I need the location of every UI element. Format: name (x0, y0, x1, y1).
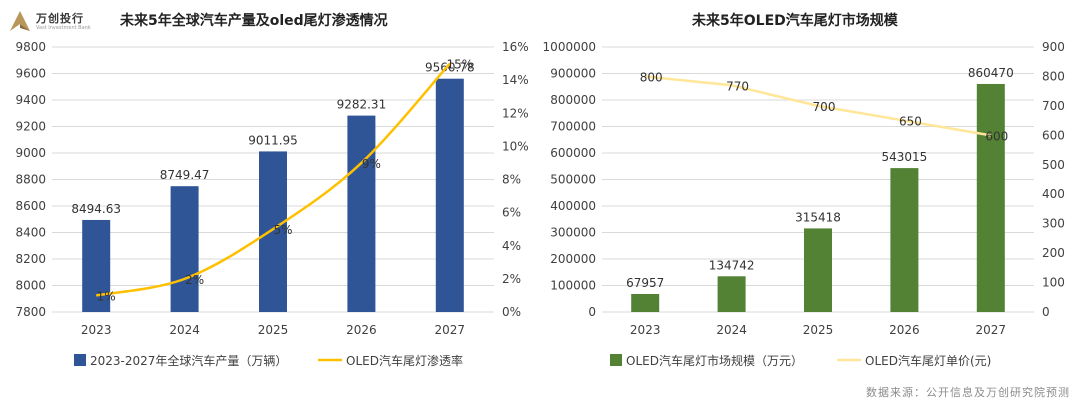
production-y2-tick: 8% (502, 173, 521, 187)
production-x-tick: 2024 (169, 323, 200, 337)
market-y2-tick: 400 (1042, 187, 1065, 201)
market-bar (631, 293, 660, 312)
market-y-tick: 100000 (550, 279, 596, 293)
production-y2-tick: 10% (502, 139, 529, 153)
market-y-tick: 800000 (550, 93, 596, 107)
market-legend-bar-swatch (610, 354, 622, 366)
production-bar (435, 78, 464, 312)
production-line-label: 1% (97, 289, 116, 303)
market-bar-label: 860470 (968, 66, 1014, 80)
production-line-label: 9% (362, 157, 381, 171)
market-series-line (645, 75, 992, 137)
market-x-tick: 2023 (630, 323, 661, 337)
market-legend-line-label: OLED汽车尾灯单价(元) (865, 353, 991, 368)
production-bar-label: 9011.95 (248, 133, 298, 147)
production-y-tick: 9600 (15, 67, 46, 81)
market-y-tick: 500000 (550, 173, 596, 187)
market-bar-label: 543015 (881, 150, 927, 164)
production-y-tick: 9400 (15, 93, 46, 107)
production-y2-tick: 4% (502, 239, 521, 253)
market-x-tick: 2025 (803, 323, 834, 337)
market-bar (890, 168, 919, 312)
production-bar (170, 186, 199, 312)
market-x-tick: 2024 (716, 323, 747, 337)
production-x-tick: 2026 (346, 323, 377, 337)
production-bar (82, 219, 111, 312)
market-y2-tick: 200 (1042, 246, 1065, 260)
logo-name: 万创投行 (36, 12, 84, 25)
production-y-tick: 9800 (15, 40, 46, 54)
production-x-tick: 2023 (81, 323, 112, 337)
chart-title-production: 未来5年全球汽车产量及oled尾灯渗透情况 (120, 13, 388, 29)
production-series-line (95, 62, 451, 297)
production-y-tick: 9200 (15, 120, 46, 134)
production-y-tick: 8400 (15, 226, 46, 240)
production-bar (347, 115, 376, 312)
production-y2-tick: 14% (502, 73, 529, 87)
production-bar-label: 8494.63 (71, 202, 121, 216)
market-line-label: 700 (813, 100, 836, 114)
market-y2-tick: 600 (1042, 128, 1065, 142)
production-y2-tick: 0% (502, 305, 521, 319)
market-x-tick: 2026 (889, 323, 920, 337)
production-y2-tick: 16% (502, 40, 529, 54)
production-legend-bar-swatch (74, 354, 86, 366)
market-y-tick: 400000 (550, 199, 596, 213)
market-y-tick: 0 (588, 305, 596, 319)
production-bar-label: 9282.31 (337, 98, 387, 112)
market-line-label: 800 (640, 70, 663, 84)
market-line-label: 600 (985, 129, 1008, 143)
production-y-tick: 8200 (15, 252, 46, 266)
market-y2-tick: 800 (1042, 69, 1065, 83)
market-y-tick: 600000 (550, 146, 596, 160)
market-bar-label: 134742 (709, 258, 755, 272)
market-x-tick: 2027 (976, 323, 1007, 337)
production-y2-tick: 6% (502, 206, 521, 220)
market-bar (717, 276, 746, 312)
source-note: 数据来源：公开信息及万创研究院预测 (866, 386, 1070, 399)
market-bar-label: 67957 (626, 276, 664, 290)
production-legend-bar-label: 2023-2027年全球汽车产量（万辆） (90, 353, 287, 368)
production-bar (259, 151, 287, 312)
production-y-tick: 8600 (15, 199, 46, 213)
production-y-tick: 9000 (15, 146, 46, 160)
market-line-label: 650 (899, 115, 922, 129)
production-line-label: 15% (446, 58, 473, 72)
production-x-tick: 2027 (435, 323, 466, 337)
market-y2-tick: 100 (1042, 276, 1065, 290)
brand-logo: 万创投行 Vast Investment Bank (8, 6, 118, 36)
market-chart: 0 100000 200000 300000 400000 500000 600000 700… (543, 40, 1065, 368)
market-bar-label: 315418 (795, 210, 841, 224)
logo-mark-icon (10, 11, 30, 31)
production-line-label: 5% (273, 223, 292, 237)
market-y-tick: 700000 (550, 120, 596, 134)
market-y2-tick: 500 (1042, 158, 1065, 172)
chart-title-market: 未来5年OLED汽车尾灯市场规模 (692, 13, 898, 29)
production-bar-label: 8749.47 (160, 168, 210, 182)
production-bar-label: 9560.78 (425, 61, 475, 75)
market-line-label: 770 (726, 79, 749, 93)
market-y-tick: 300000 (550, 226, 596, 240)
production-legend-line-label: OLED汽车尾灯渗透率 (346, 353, 463, 368)
production-y-tick: 8800 (15, 173, 46, 187)
production-y2-tick: 2% (502, 272, 521, 286)
market-bar (804, 228, 832, 312)
market-y2-tick: 900 (1042, 40, 1065, 54)
market-y2-tick: 700 (1042, 99, 1065, 113)
production-y2-tick: 12% (502, 106, 529, 120)
market-legend-bar-label: OLED汽车尾灯市场规模（万元） (626, 353, 803, 368)
production-y-tick: 7800 (15, 305, 46, 319)
production-line-label: 2% (185, 273, 204, 287)
production-x-tick: 2025 (258, 323, 289, 337)
logo-subtitle: Vast Investment Bank (36, 25, 91, 31)
market-y-tick: 1000000 (543, 40, 596, 54)
market-bar (976, 83, 1005, 312)
market-y2-tick: 0 (1042, 305, 1050, 319)
production-y-tick: 8000 (15, 279, 46, 293)
market-y2-tick: 300 (1042, 217, 1065, 231)
market-y-tick: 200000 (550, 252, 596, 266)
production-chart: 7800 8000 8200 8400 8600 8800 9000 9200 9400 9600… (15, 40, 529, 368)
market-y-tick: 900000 (550, 67, 596, 81)
